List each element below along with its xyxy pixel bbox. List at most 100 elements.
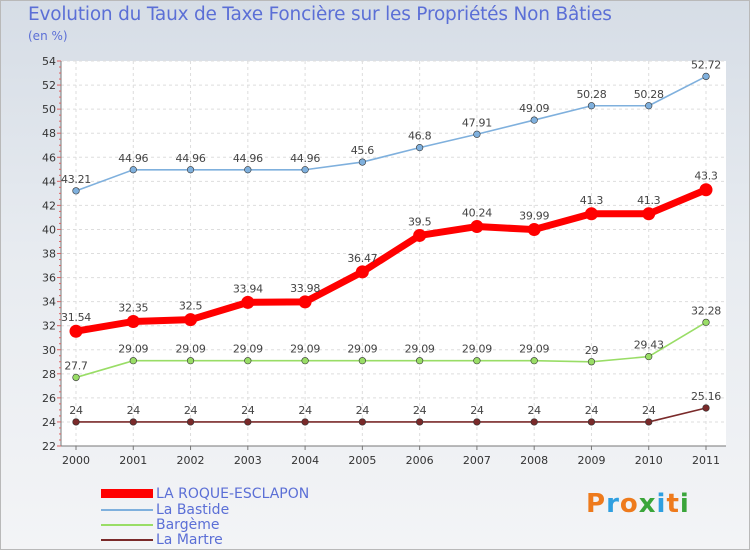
series-line-la-martre xyxy=(75,407,707,423)
logo-letter: o xyxy=(619,489,639,519)
data-point-bargeme xyxy=(530,357,538,365)
legend-swatch-la-bastide xyxy=(101,509,153,511)
y-tick-label: 28 xyxy=(42,368,56,381)
data-label-la-bastide: 52.72 xyxy=(691,58,721,71)
data-label-la-martre: 24 xyxy=(527,404,541,417)
data-point-la-roque-esclapon xyxy=(584,207,598,221)
data-point-la-bastide xyxy=(301,166,309,174)
data-label-la-bastide: 49.09 xyxy=(519,102,549,115)
data-point-la-bastide xyxy=(358,158,366,166)
data-label-la-martre: 24 xyxy=(356,404,370,417)
legend-swatch-la-martre xyxy=(101,539,153,541)
x-tick-label: 2008 xyxy=(520,454,548,467)
data-label-la-roque-esclapon: 33.98 xyxy=(290,282,320,295)
legend-label-la-bastide: La Bastide xyxy=(156,502,230,518)
logo-letter: P xyxy=(586,489,607,519)
data-point-la-martre xyxy=(129,418,137,426)
data-label-la-bastide: 44.96 xyxy=(233,152,263,165)
y-tick-label: 36 xyxy=(42,272,56,285)
y-tick-label: 38 xyxy=(42,248,56,261)
data-point-la-martre xyxy=(244,418,252,426)
y-tick-label: 52 xyxy=(42,79,56,92)
x-tick-label: 2001 xyxy=(119,454,147,467)
x-tick-label: 2000 xyxy=(62,454,90,467)
data-point-la-roque-esclapon xyxy=(241,295,255,309)
data-label-bargeme: 29.09 xyxy=(176,343,206,356)
data-label-la-roque-esclapon: 33.94 xyxy=(233,282,263,295)
data-point-la-martre xyxy=(72,418,80,426)
data-label-bargeme: 32.28 xyxy=(691,304,721,317)
data-point-la-roque-esclapon xyxy=(126,314,140,328)
data-label-la-bastide: 47.91 xyxy=(462,116,492,129)
x-tick-label: 2004 xyxy=(291,454,319,467)
legend-swatch-la-roque-esclapon xyxy=(101,489,153,498)
data-label-la-roque-esclapon: 32.5 xyxy=(179,300,203,313)
data-point-bargeme xyxy=(72,373,80,382)
data-point-la-bastide xyxy=(645,102,653,110)
data-label-la-bastide: 44.96 xyxy=(118,152,148,165)
data-point-la-bastide xyxy=(587,102,596,110)
data-label-la-martre: 24 xyxy=(69,404,83,417)
y-tick-label: 48 xyxy=(42,127,56,140)
data-point-la-bastide xyxy=(129,166,137,174)
legend-label-la-martre: La Martre xyxy=(156,532,223,548)
data-point-la-bastide xyxy=(244,166,252,174)
data-point-la-bastide xyxy=(416,144,424,152)
data-label-bargeme: 29.09 xyxy=(405,343,435,356)
data-label-la-bastide: 50.28 xyxy=(634,88,664,101)
data-label-la-bastide: 44.96 xyxy=(176,152,206,165)
y-tick-label: 42 xyxy=(42,199,56,212)
x-tick-label: 2007 xyxy=(463,454,491,467)
data-point-la-martre xyxy=(301,418,309,426)
data-label-la-martre: 25.16 xyxy=(691,390,721,403)
logo-letter: i xyxy=(679,489,690,519)
logo-letter: i xyxy=(656,489,667,519)
data-label-la-roque-esclapon: 36.47 xyxy=(347,252,377,265)
chart-title: Evolution du Taux de Taxe Foncière sur l… xyxy=(28,4,612,25)
data-label-la-bastide: 50.28 xyxy=(576,88,606,101)
data-label-la-roque-esclapon: 31.54 xyxy=(61,311,91,324)
data-label-la-roque-esclapon: 41.3 xyxy=(580,194,604,207)
data-point-la-martre xyxy=(702,404,710,412)
data-point-la-roque-esclapon xyxy=(527,223,541,237)
data-point-la-martre xyxy=(587,418,596,426)
y-tick-label: 32 xyxy=(42,320,56,333)
data-point-bargeme xyxy=(587,358,596,366)
legend-label-la-roque-esclapon: LA ROQUE-ESCLAPON xyxy=(156,486,310,502)
data-label-la-martre: 24 xyxy=(184,404,198,417)
y-tick-label: 40 xyxy=(42,223,56,236)
data-point-bargeme xyxy=(244,357,252,365)
data-point-la-martre xyxy=(358,418,366,426)
logo-letter: x xyxy=(638,489,657,519)
data-label-la-bastide: 43.21 xyxy=(61,173,91,186)
data-point-bargeme xyxy=(358,357,366,365)
data-point-la-roque-esclapon xyxy=(470,220,484,234)
data-point-la-martre xyxy=(473,418,481,426)
data-point-la-roque-esclapon xyxy=(413,228,427,242)
x-tick-label: 2002 xyxy=(177,454,205,467)
data-point-la-roque-esclapon xyxy=(69,324,83,338)
data-label-la-roque-esclapon: 40.24 xyxy=(462,207,492,220)
legend-swatch-bargeme xyxy=(101,524,153,526)
data-point-la-bastide xyxy=(702,72,710,80)
data-point-bargeme xyxy=(416,357,424,365)
data-point-bargeme xyxy=(702,318,710,326)
data-label-la-martre: 24 xyxy=(298,404,312,417)
data-label-bargeme: 29.09 xyxy=(347,343,377,356)
data-point-la-bastide xyxy=(72,187,80,195)
data-label-bargeme: 29.09 xyxy=(233,343,263,356)
data-label-la-martre: 24 xyxy=(470,404,484,417)
chart-unit-label: (en %) xyxy=(28,29,68,43)
data-point-la-roque-esclapon xyxy=(298,295,312,309)
data-point-la-martre xyxy=(186,418,195,426)
data-point-bargeme xyxy=(301,357,309,365)
data-label-la-roque-esclapon: 41.3 xyxy=(637,194,661,207)
data-label-la-bastide: 45.6 xyxy=(351,144,375,157)
data-point-bargeme xyxy=(186,357,195,365)
x-tick-label: 2005 xyxy=(348,454,376,467)
data-point-la-roque-esclapon xyxy=(699,183,713,197)
y-tick-label: 22 xyxy=(42,440,56,453)
x-tick-label: 2010 xyxy=(635,454,663,467)
x-tick-label: 2003 xyxy=(234,454,262,467)
